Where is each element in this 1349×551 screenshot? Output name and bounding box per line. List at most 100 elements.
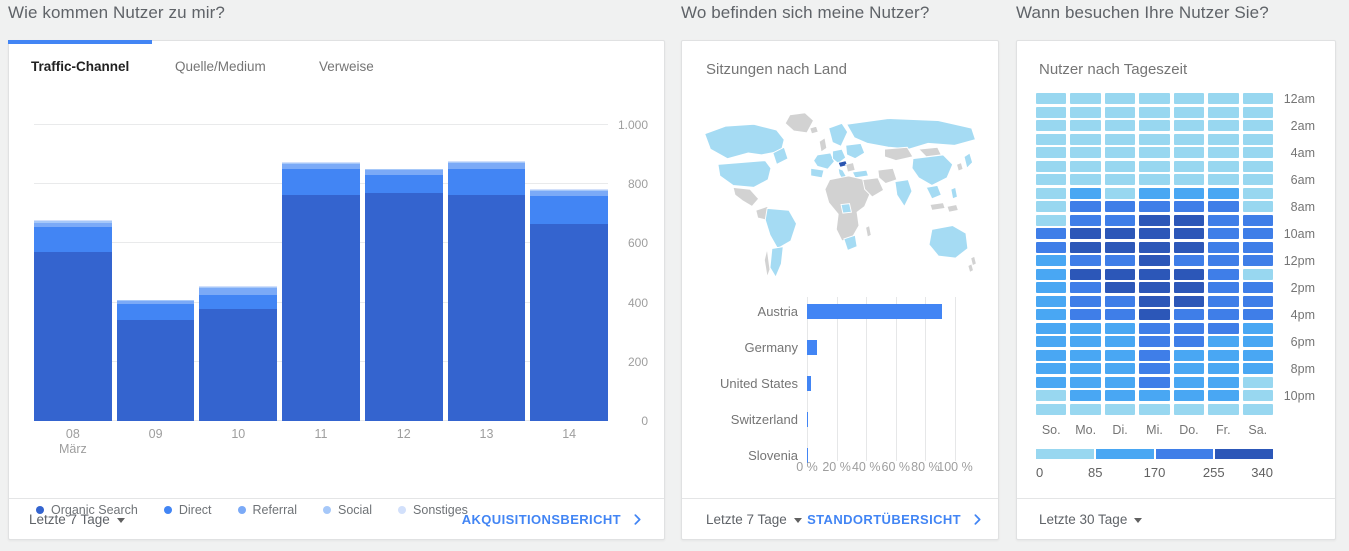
legend-item-direct[interactable]: Direct [163,503,212,517]
heatmap-cell[interactable] [1208,349,1239,361]
bar-segment-direct[interactable] [116,304,195,321]
heatmap-cell[interactable] [1070,349,1101,361]
heatmap-cell[interactable] [1036,268,1067,280]
bar-segment-referral[interactable] [116,301,195,305]
heatmap-cell[interactable] [1173,295,1205,307]
heatmap-cell[interactable] [1242,336,1273,347]
heatmap-cell[interactable] [1070,187,1101,199]
heatmap-cell[interactable] [1173,228,1205,239]
heatmap-cell[interactable] [1036,147,1067,158]
legend-item-social[interactable]: Social [322,503,372,517]
heatmap-cell[interactable] [1208,403,1239,415]
heatmap-cell[interactable] [1070,241,1101,253]
heatmap-cell[interactable] [1139,282,1170,293]
heatmap-cell[interactable] [1070,363,1101,374]
bar-segment-sonstiges[interactable] [116,299,195,301]
heatmap-cell[interactable] [1208,93,1239,104]
heatmap-cell[interactable] [1139,255,1170,266]
heatmap-cell[interactable] [1173,336,1205,347]
date-range-selector-geo[interactable]: Letzte 7 Tage [706,512,802,527]
heatmap-cell[interactable] [1173,241,1205,253]
heatmap-cell[interactable] [1208,106,1239,118]
heatmap-cell[interactable] [1139,187,1170,199]
heatmap-cell[interactable] [1139,268,1170,280]
bar-segment-direct[interactable] [282,169,360,195]
heatmap-cell[interactable] [1139,106,1170,118]
heatmap-cell[interactable] [1070,147,1101,158]
heatmap-cell[interactable] [1104,376,1136,388]
heatmap-cell[interactable] [1173,120,1205,131]
heatmap-cell[interactable] [1036,336,1067,347]
heatmap-cell[interactable] [1173,174,1205,185]
heatmap-cell[interactable] [1070,174,1101,185]
heatmap-cell[interactable] [1104,363,1136,374]
heatmap-cell[interactable] [1139,120,1170,131]
heatmap-cell[interactable] [1070,133,1101,145]
heatmap-cell[interactable] [1104,268,1136,280]
bar-segment-direct[interactable] [364,175,443,194]
heatmap-cell[interactable] [1242,201,1273,212]
heatmap-cell[interactable] [1036,201,1067,212]
heatmap-cell[interactable] [1139,228,1170,239]
heatmap-cell[interactable] [1104,349,1136,361]
heatmap-cell[interactable] [1070,201,1101,212]
heatmap-cell[interactable] [1242,187,1273,199]
heatmap-cell[interactable] [1173,187,1205,199]
bar-segment-referral[interactable] [447,162,526,170]
heatmap-cell[interactable] [1139,93,1170,104]
heatmap-cell[interactable] [1242,268,1273,280]
acquisition-report-link[interactable]: AKQUISITIONSBERICHT [462,512,644,527]
heatmap-cell[interactable] [1036,282,1067,293]
heatmap-cell[interactable] [1173,282,1205,293]
heatmap-cell[interactable] [1104,336,1136,347]
heatmap-cell[interactable] [1208,133,1239,145]
heatmap-cell[interactable] [1242,390,1273,401]
heatmap-cell[interactable] [1104,106,1136,118]
bar-segment-organic-search[interactable] [282,194,360,421]
country-bar[interactable] [807,411,809,427]
heatmap-cell[interactable] [1173,201,1205,212]
heatmap-cell[interactable] [1070,309,1101,320]
heatmap-cell[interactable] [1036,174,1067,185]
heatmap-cell[interactable] [1070,93,1101,104]
bar-segment-social[interactable] [116,300,195,302]
stacked-bar-08[interactable] [34,219,112,421]
heatmap-cell[interactable] [1104,255,1136,266]
heatmap-cell[interactable] [1208,241,1239,253]
heatmap-cell[interactable] [1104,174,1136,185]
heatmap-cell[interactable] [1242,228,1273,239]
bar-segment-direct[interactable] [447,169,526,195]
heatmap-cell[interactable] [1036,322,1067,334]
heatmap-cell[interactable] [1139,322,1170,334]
bar-segment-organic-search[interactable] [364,193,443,421]
bar-segment-referral[interactable] [530,190,609,197]
heatmap-cell[interactable] [1208,336,1239,347]
country-bar[interactable] [807,303,942,319]
heatmap-cell[interactable] [1036,160,1067,172]
heatmap-cell[interactable] [1242,174,1273,185]
bar-segment-organic-search[interactable] [447,194,526,421]
heatmap-cell[interactable] [1104,228,1136,239]
heatmap-cell[interactable] [1208,295,1239,307]
world-map[interactable] [699,109,983,281]
heatmap-cell[interactable] [1104,403,1136,415]
bar-segment-referral[interactable] [34,222,112,228]
date-range-selector-time[interactable]: Letzte 30 Tage [1039,512,1143,527]
heatmap-cell[interactable] [1208,228,1239,239]
heatmap-cell[interactable] [1242,241,1273,253]
heatmap-cell[interactable] [1173,309,1205,320]
heatmap-cell[interactable] [1242,376,1273,388]
heatmap-cell[interactable] [1208,309,1239,320]
heatmap-cell[interactable] [1139,336,1170,347]
heatmap-cell[interactable] [1208,147,1239,158]
heatmap-cell[interactable] [1242,214,1273,226]
heatmap-cell[interactable] [1104,187,1136,199]
heatmap-cell[interactable] [1173,255,1205,266]
country-bar[interactable] [807,339,818,355]
heatmap-cell[interactable] [1139,147,1170,158]
bar-segment-direct[interactable] [34,227,112,253]
stacked-bar-11[interactable] [282,162,360,421]
heatmap-cell[interactable] [1104,120,1136,131]
heatmap-cell[interactable] [1070,228,1101,239]
heatmap-cell[interactable] [1242,349,1273,361]
